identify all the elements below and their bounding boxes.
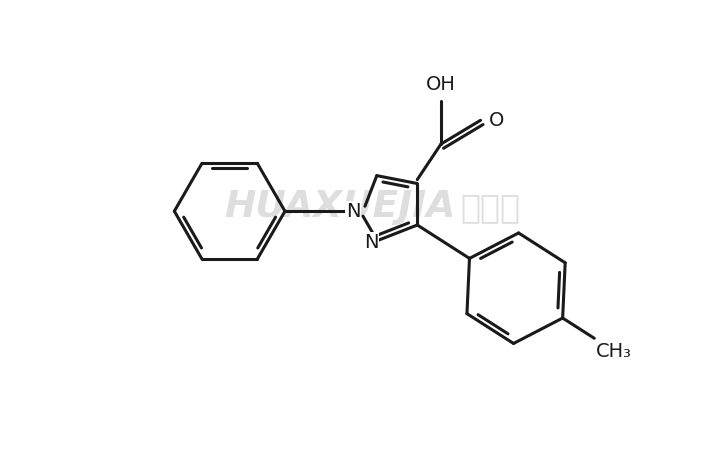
Text: N: N xyxy=(364,233,378,252)
Text: 化学加: 化学加 xyxy=(461,191,521,224)
Text: N: N xyxy=(346,202,360,221)
Text: OH: OH xyxy=(426,75,456,94)
Text: O: O xyxy=(489,111,504,130)
Text: HUAXUEJIA: HUAXUEJIA xyxy=(225,189,456,225)
Text: CH₃: CH₃ xyxy=(596,341,632,360)
